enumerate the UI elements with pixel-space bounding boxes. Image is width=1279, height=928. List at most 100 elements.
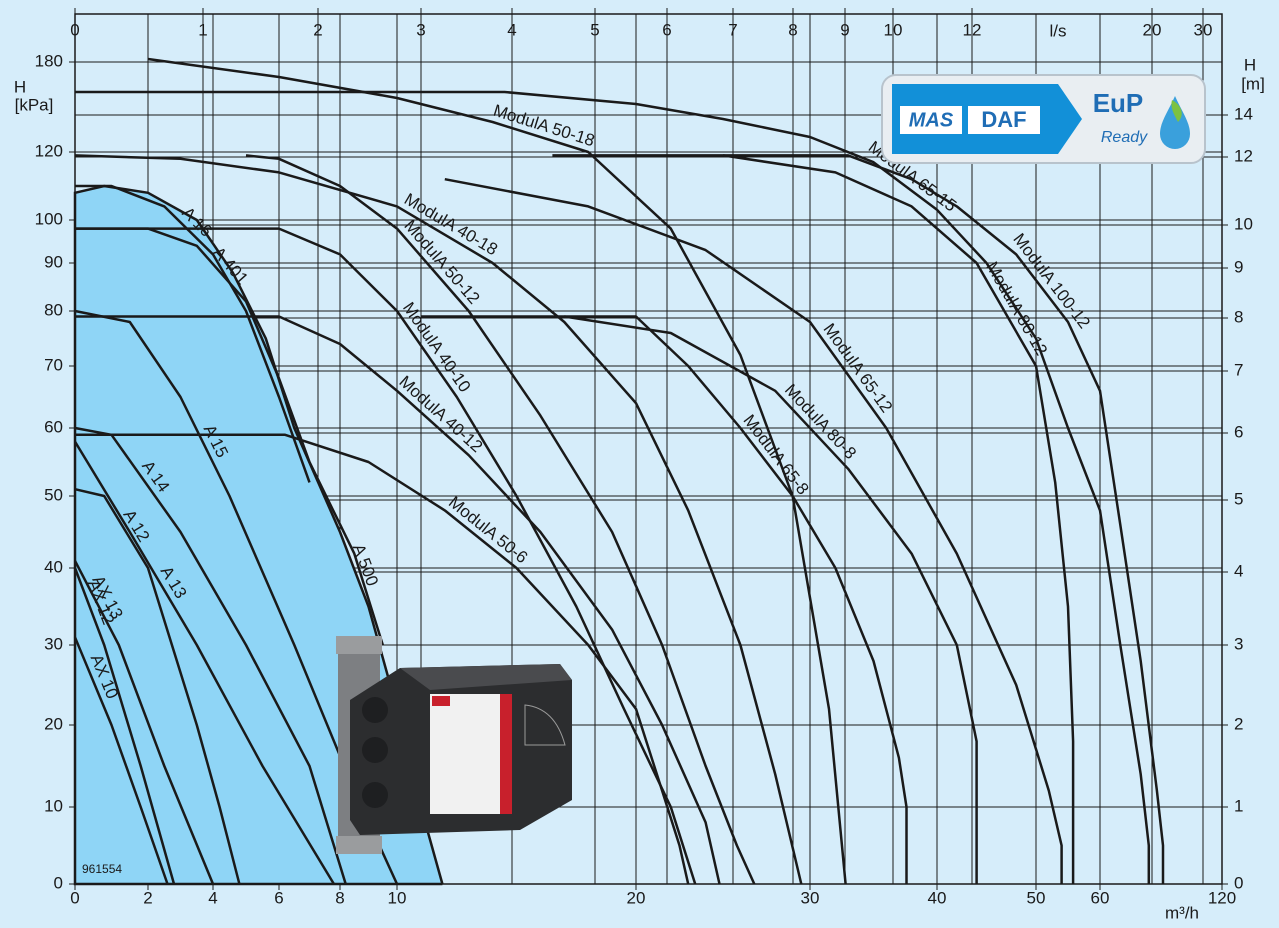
curve: [75, 433, 690, 885]
pump-flange: [336, 636, 382, 654]
curve: [552, 154, 1165, 884]
x-tick-label: 40: [928, 888, 947, 907]
x-axis-label: m³/h: [1165, 903, 1199, 922]
y-tick-label: 70: [44, 355, 63, 374]
x2-tick-label: 9: [840, 20, 849, 39]
pump-panel: [430, 694, 500, 814]
x2-tick-label: 20: [1143, 20, 1162, 39]
curve: [75, 227, 697, 885]
x2-tick-label: 0: [70, 20, 79, 39]
x-tick-label: 0: [70, 888, 79, 907]
plot-frame: [74, 13, 1223, 885]
y2-axis-unit: [m]: [1241, 74, 1265, 93]
curve: [245, 154, 756, 885]
logo-box: [900, 106, 962, 134]
pump-gland: [362, 782, 388, 808]
curve: [564, 315, 978, 884]
y-tick-label: 100: [35, 209, 63, 228]
x2-tick-label: 7: [728, 20, 737, 39]
logo-box: [968, 106, 1040, 134]
curve: [75, 184, 311, 483]
x-tick-label: 30: [801, 888, 820, 907]
logo: MAS DAF EuP Ready: [881, 74, 1206, 164]
chart-code: 961554: [82, 862, 122, 876]
x-tick-label: 2: [143, 888, 152, 907]
x-tick-label: 8: [335, 888, 344, 907]
logo-brand: MAS: [909, 109, 954, 131]
curve: [722, 154, 1075, 884]
pump-display: [524, 704, 566, 746]
pump-gland: [362, 737, 388, 763]
y-tick-label: 20: [44, 714, 63, 733]
x-tick-label: 20: [627, 888, 646, 907]
y2-tick-label: 2: [1234, 714, 1243, 733]
y-axis-label: H: [14, 77, 26, 96]
y2-tick-label: 1: [1234, 796, 1243, 815]
x2-tick-label: 4: [507, 20, 516, 39]
x-tick-label: 10: [388, 888, 407, 907]
y-tick-label: 60: [44, 417, 63, 436]
logo-leaf: [1171, 100, 1182, 122]
x2-axis-label: l/s: [1050, 21, 1067, 40]
x2-tick-label: 30: [1194, 20, 1213, 39]
curve: [74, 154, 803, 885]
logo-eup: EuP: [1093, 88, 1144, 118]
curve: [75, 90, 1151, 884]
curve: [73, 636, 169, 885]
x-tick-label: 6: [274, 888, 283, 907]
x-tick-label: 60: [1091, 888, 1110, 907]
curve: [147, 57, 847, 885]
pump-top: [400, 664, 572, 690]
y-tick-label: 40: [44, 557, 63, 576]
x2-tick-label: 1: [198, 20, 207, 39]
curve: [420, 315, 908, 884]
curve: [73, 560, 215, 885]
logo-drop: [1160, 96, 1190, 149]
x2-tick-label: 8: [788, 20, 797, 39]
curve: [444, 177, 1063, 884]
y-tick-label: 10: [44, 796, 63, 815]
x2-tick-label: 2: [313, 20, 322, 39]
y-tick-label: 180: [35, 51, 63, 70]
y2-tick-label: 3: [1234, 634, 1243, 653]
x-tick-label: 50: [1027, 888, 1046, 907]
pump-gland: [362, 697, 388, 723]
logo-brand: DAF: [981, 107, 1026, 132]
y2-tick-label: 8: [1234, 307, 1243, 326]
pump-badge: [432, 696, 450, 706]
x2-tick-label: 6: [662, 20, 671, 39]
y-tick-label: 90: [44, 252, 63, 271]
y2-tick-label: 7: [1234, 360, 1243, 379]
y2-tick-label: 9: [1234, 257, 1243, 276]
x2-tick-label: 3: [416, 20, 425, 39]
curve: [75, 227, 384, 646]
y2-tick-label: 5: [1234, 489, 1243, 508]
y2-tick-label: 12: [1234, 146, 1253, 165]
logo-ready: Ready: [1101, 129, 1148, 146]
pump-image: [336, 636, 572, 854]
y2-tick-label: 14: [1234, 104, 1253, 123]
x2-tick-label: 10: [884, 20, 903, 39]
pump-strip: [500, 694, 512, 814]
x-tick-label: 120: [1208, 888, 1236, 907]
y2-tick-label: 0: [1234, 873, 1243, 892]
y-tick-label: 0: [54, 873, 63, 892]
curve: [73, 567, 176, 885]
x2-tick-label: 5: [590, 20, 599, 39]
y-tick-label: 30: [44, 634, 63, 653]
y2-tick-label: 4: [1234, 561, 1243, 580]
y2-tick-label: 6: [1234, 422, 1243, 441]
x2-tick-label: 12: [963, 20, 982, 39]
curve: [75, 315, 721, 885]
y-tick-label: 80: [44, 300, 63, 319]
curve: [74, 487, 241, 885]
x-tick-label: 4: [208, 888, 217, 907]
curve: [73, 440, 335, 885]
y-tick-label: 120: [35, 141, 63, 160]
y2-axis-label: H: [1244, 55, 1256, 74]
y-axis-unit: [kPa]: [15, 95, 54, 114]
y2-tick-label: 10: [1234, 214, 1253, 233]
pump-flange: [336, 836, 382, 854]
y-tick-label: 50: [44, 485, 63, 504]
